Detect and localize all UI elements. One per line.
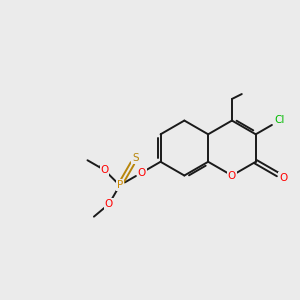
Text: O: O <box>228 170 236 181</box>
Text: O: O <box>105 199 113 209</box>
Text: Cl: Cl <box>275 115 285 125</box>
Text: O: O <box>279 173 287 183</box>
Text: O: O <box>100 165 109 175</box>
Text: O: O <box>138 168 146 178</box>
Text: P: P <box>117 180 123 190</box>
Text: S: S <box>132 153 139 163</box>
